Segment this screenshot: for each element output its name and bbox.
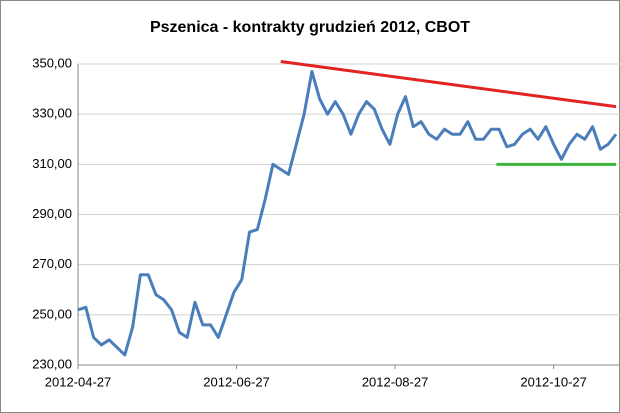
data-line [77, 70, 618, 357]
y-tick-label: 310,00 [32, 156, 72, 171]
x-tick-label: 2012-08-27 [362, 374, 429, 389]
trend-line [280, 60, 617, 109]
y-tick-label: 350,00 [32, 55, 72, 70]
y-tick-label: 270,00 [32, 256, 72, 271]
chart-title: Pszenica - kontrakty grudzień 2012, CBOT [150, 19, 470, 36]
y-tick-label: 230,00 [32, 356, 72, 371]
x-tick-label: 2012-10-27 [520, 374, 587, 389]
y-tick-label: 330,00 [32, 106, 72, 121]
x-tick-label: 2012-06-27 [203, 374, 270, 389]
y-tick-label: 290,00 [32, 206, 72, 221]
x-tick-label: 2012-04-27 [45, 374, 112, 389]
y-tick-label: 250,00 [32, 306, 72, 321]
